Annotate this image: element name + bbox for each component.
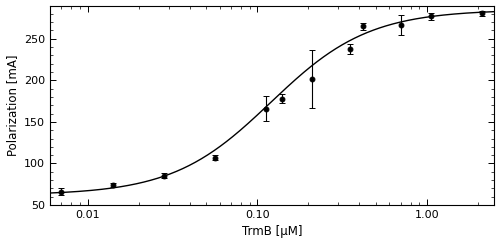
Y-axis label: Polarization [mA]: Polarization [mA] [6,55,18,156]
X-axis label: TrmB [µM]: TrmB [µM] [242,225,302,238]
